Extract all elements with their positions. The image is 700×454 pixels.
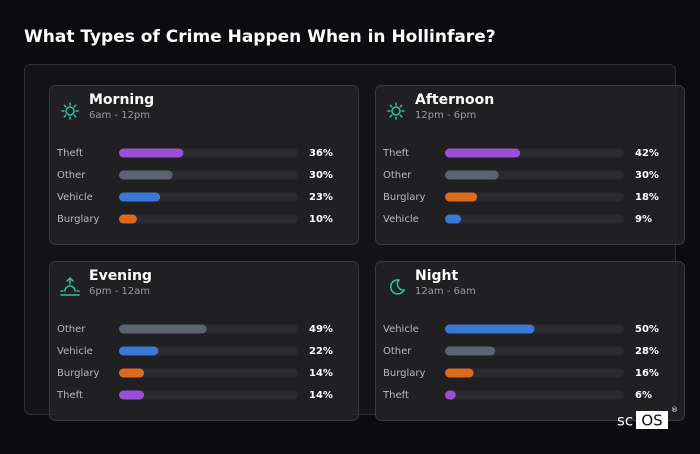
category-label: Burglary — [57, 368, 99, 379]
value-label: 49% — [309, 324, 333, 335]
bar-track — [119, 368, 298, 378]
value-label: 42% — [635, 148, 659, 159]
bar — [119, 148, 184, 158]
category-label: Burglary — [383, 368, 425, 379]
card-subtitle: 6pm - 12am — [89, 286, 150, 297]
bar-track — [119, 390, 298, 400]
bar-track — [445, 192, 624, 202]
category-label: Other — [383, 346, 412, 357]
cards: Morning 6am - 12pm Theft 36% Other 30% Vehicle… — [49, 85, 685, 421]
bar — [445, 368, 474, 378]
value-label: 36% — [309, 148, 333, 159]
bar — [119, 324, 207, 334]
card — [49, 261, 359, 421]
card-subtitle: 12am - 6am — [415, 286, 476, 297]
value-label: 14% — [309, 368, 333, 379]
bar-track — [119, 214, 298, 224]
icons — [60, 102, 406, 296]
bar — [445, 148, 521, 158]
category-label: Vehicle — [57, 346, 93, 357]
value-label: 10% — [309, 214, 333, 225]
card-subtitle: 12pm - 6pm — [415, 110, 476, 121]
card-title: Night — [415, 268, 459, 284]
card — [375, 85, 685, 245]
bar — [445, 346, 496, 356]
logo-reg: ® — [671, 406, 678, 414]
value-label: 18% — [635, 192, 659, 203]
value-label: 30% — [309, 170, 333, 181]
value-label: 16% — [635, 368, 659, 379]
logo-mark: OS — [641, 412, 662, 430]
category-label: Burglary — [383, 192, 425, 203]
logo: sc OS ® — [617, 406, 678, 430]
category-label: Other — [57, 170, 86, 181]
category-label: Theft — [56, 390, 83, 401]
moon-icon — [389, 279, 406, 295]
logo-box — [636, 411, 668, 429]
category-label: Other — [383, 170, 412, 181]
bar — [119, 390, 145, 400]
bar — [119, 346, 159, 356]
value-label: 22% — [309, 346, 333, 357]
bar-track — [445, 390, 624, 400]
sun-icon — [61, 102, 79, 120]
bar — [119, 170, 173, 180]
logo-prefix: sc — [617, 412, 633, 430]
value-label: 30% — [635, 170, 659, 181]
bar-track — [119, 346, 298, 356]
category-label: Burglary — [57, 214, 99, 225]
value-label: 9% — [635, 214, 652, 225]
category-label: Theft — [382, 390, 409, 401]
bar — [119, 192, 161, 202]
bar — [445, 390, 456, 400]
category-label: Theft — [382, 148, 409, 159]
value-label: 14% — [309, 390, 333, 401]
bar-track — [445, 368, 624, 378]
value-label: 50% — [635, 324, 659, 335]
bar — [445, 214, 462, 224]
value-label: 6% — [635, 390, 652, 401]
category-label: Vehicle — [57, 192, 93, 203]
sun-icon — [387, 102, 405, 120]
value-label: 23% — [309, 192, 333, 203]
card — [375, 261, 685, 421]
card-title: Afternoon — [415, 92, 494, 108]
card — [49, 85, 359, 245]
sunset-icon — [60, 276, 80, 296]
bar — [119, 368, 145, 378]
bar-track — [445, 214, 624, 224]
card-title: Morning — [89, 92, 154, 108]
category-label: Other — [57, 324, 86, 335]
category-label: Vehicle — [383, 324, 419, 335]
bar — [119, 214, 137, 224]
value-label: 28% — [635, 346, 659, 357]
category-label: Vehicle — [383, 214, 419, 225]
category-label: Theft — [56, 148, 83, 159]
bar-track — [119, 192, 298, 202]
bar — [445, 192, 478, 202]
card-subtitle: 6am - 12pm — [89, 110, 150, 121]
card-title: Evening — [89, 268, 152, 284]
bar — [445, 324, 535, 334]
bar — [445, 170, 499, 180]
page-title: What Types of Crime Happen When in Holli… — [24, 27, 496, 47]
